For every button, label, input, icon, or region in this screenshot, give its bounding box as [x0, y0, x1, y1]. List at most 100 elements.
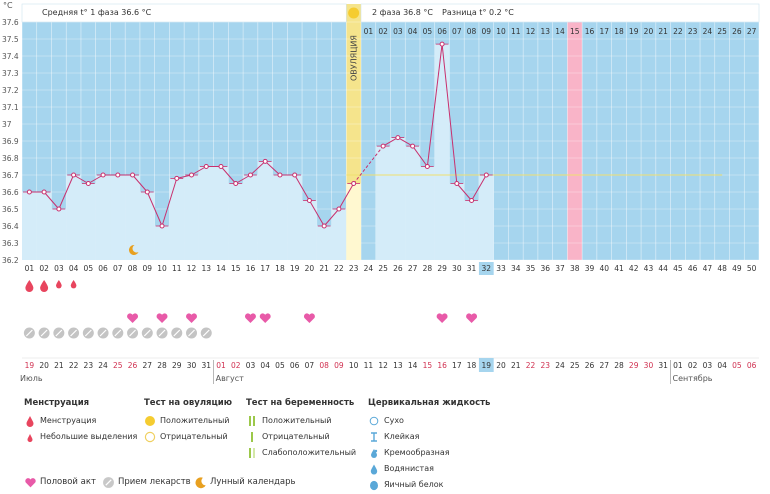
- single-line-icon: [251, 432, 253, 442]
- temp-line-segment: [412, 145, 428, 167]
- date-label: 31: [658, 361, 668, 370]
- pill-stripe: [99, 329, 107, 337]
- spotting-drop-icon: [56, 280, 62, 289]
- phase2-stat-box: [360, 3, 760, 23]
- y-tick-label: 36.4: [2, 222, 19, 231]
- date-label: 06: [290, 361, 300, 370]
- cycle-day-label: 22: [334, 264, 344, 273]
- y-tick-label: 37: [2, 120, 12, 129]
- cycle-day-label: 44: [658, 264, 668, 273]
- cycle-day-label: 28: [423, 264, 433, 273]
- temp-line-segment: [426, 44, 443, 167]
- pill-stripe: [25, 329, 33, 337]
- temp-point: [159, 223, 165, 229]
- y-tick-label: 36.9: [2, 137, 19, 146]
- date-label: 05: [275, 361, 285, 370]
- phase2-day-label: 08: [467, 27, 477, 36]
- date-label: 23: [540, 361, 550, 370]
- temp-bar: [110, 175, 126, 260]
- temp-point: [395, 135, 401, 141]
- temp-point: [71, 172, 77, 178]
- temp-point: [233, 181, 239, 186]
- legend-label: Положительный: [262, 416, 332, 425]
- pill-stripe: [143, 329, 151, 337]
- phase2-day-label: 11: [511, 27, 521, 36]
- y-tick-label: 37.1: [2, 103, 19, 112]
- temp-point: [130, 172, 136, 178]
- unit-label: °C: [3, 1, 13, 10]
- small-drop-icon: [27, 434, 33, 443]
- heart-icon: [127, 313, 139, 323]
- temp-line-segment: [264, 161, 281, 176]
- cycle-day-label: 08: [128, 264, 138, 273]
- date-label: 27: [599, 361, 609, 370]
- date-label: 29: [629, 361, 639, 370]
- month-label: Август: [216, 374, 245, 383]
- phase2-day-label: 07: [452, 27, 462, 36]
- phase2-day-label: 16: [585, 27, 595, 36]
- cycle-day-label: 31: [467, 264, 477, 273]
- creamy-icon: [371, 449, 378, 458]
- heart-icon: [466, 313, 478, 323]
- date-label: 06: [747, 361, 757, 370]
- sun-icon: [145, 416, 155, 426]
- cycle-day-label: 30: [452, 264, 462, 273]
- date-label: 22: [69, 361, 79, 370]
- temp-line-segment: [294, 174, 310, 201]
- date-label: 10: [349, 361, 359, 370]
- phase2-day-label: 02: [378, 27, 388, 36]
- date-label: 14: [408, 361, 418, 370]
- temp-point: [351, 181, 357, 186]
- temp-bar: [95, 175, 111, 260]
- phase2-stat: 2 фаза 36.8 °C: [372, 8, 433, 17]
- cycle-day-label: 23: [349, 264, 359, 273]
- cycle-day-label: 25: [378, 264, 388, 273]
- moon-icon: [128, 244, 139, 255]
- y-tick-label: 37.3: [2, 69, 19, 78]
- heart-icon: [245, 313, 256, 323]
- date-label: 02: [231, 361, 241, 370]
- phase2-day-label: 24: [703, 27, 713, 36]
- watery-icon: [370, 464, 378, 475]
- temp-bar: [66, 175, 81, 260]
- legend-ovulation-test: Тест на овуляцию Положительный Отрицател…: [144, 398, 232, 446]
- phase2-day-label: 05: [423, 27, 433, 36]
- phase1-stat-box: [21, 3, 347, 23]
- pill-stripe: [173, 329, 181, 337]
- temp-bar: [80, 183, 96, 260]
- y-tick-label: 36.5: [2, 205, 19, 214]
- date-label: 23: [84, 361, 94, 370]
- phase2-day-label: 17: [599, 27, 609, 36]
- moon-icon: [195, 477, 206, 489]
- legend-cervical-dry: Сухо: [368, 414, 490, 430]
- phase2-day-label: 04: [408, 27, 418, 36]
- date-label: 30: [187, 361, 197, 370]
- date-label: 24: [555, 361, 565, 370]
- legend-menstruation-title: Менструация: [24, 398, 90, 408]
- y-tick-label: 36.7: [2, 171, 19, 180]
- cycle-day-label: 41: [614, 264, 624, 273]
- y-tick-label: 36.6: [2, 188, 19, 197]
- date-label: 15: [423, 361, 433, 370]
- date-label: 18: [467, 361, 477, 370]
- temp-point: [174, 175, 180, 181]
- date-label: 25: [570, 361, 580, 370]
- temp-bar: [390, 137, 406, 260]
- double-line-icon: [249, 416, 255, 426]
- cycle-day-label: 19: [290, 264, 300, 273]
- phase2-day-label: 18: [614, 27, 624, 36]
- cycle-day-label: 49: [732, 264, 742, 273]
- current-date-marker: [478, 358, 494, 372]
- temp-point: [469, 198, 475, 203]
- temperature-chart: Средняя t° 1 фаза 36.6 °C 2 фаза 36.8 °C Р…: [2, 1, 760, 384]
- cycle-day-label: 38: [570, 264, 580, 273]
- pill-stripe: [114, 329, 122, 337]
- cycle-day-label: 17: [260, 264, 270, 273]
- cycle-day-label: 24: [364, 264, 374, 273]
- cycle-day-label: 26: [393, 264, 403, 273]
- phase2-day-label: 06: [437, 27, 447, 36]
- legend-cervical-title: Цервикальная жидкость: [368, 398, 491, 408]
- legend-label: Водянистая: [384, 464, 434, 473]
- temp-point: [262, 158, 268, 164]
- date-label: 01: [673, 361, 683, 370]
